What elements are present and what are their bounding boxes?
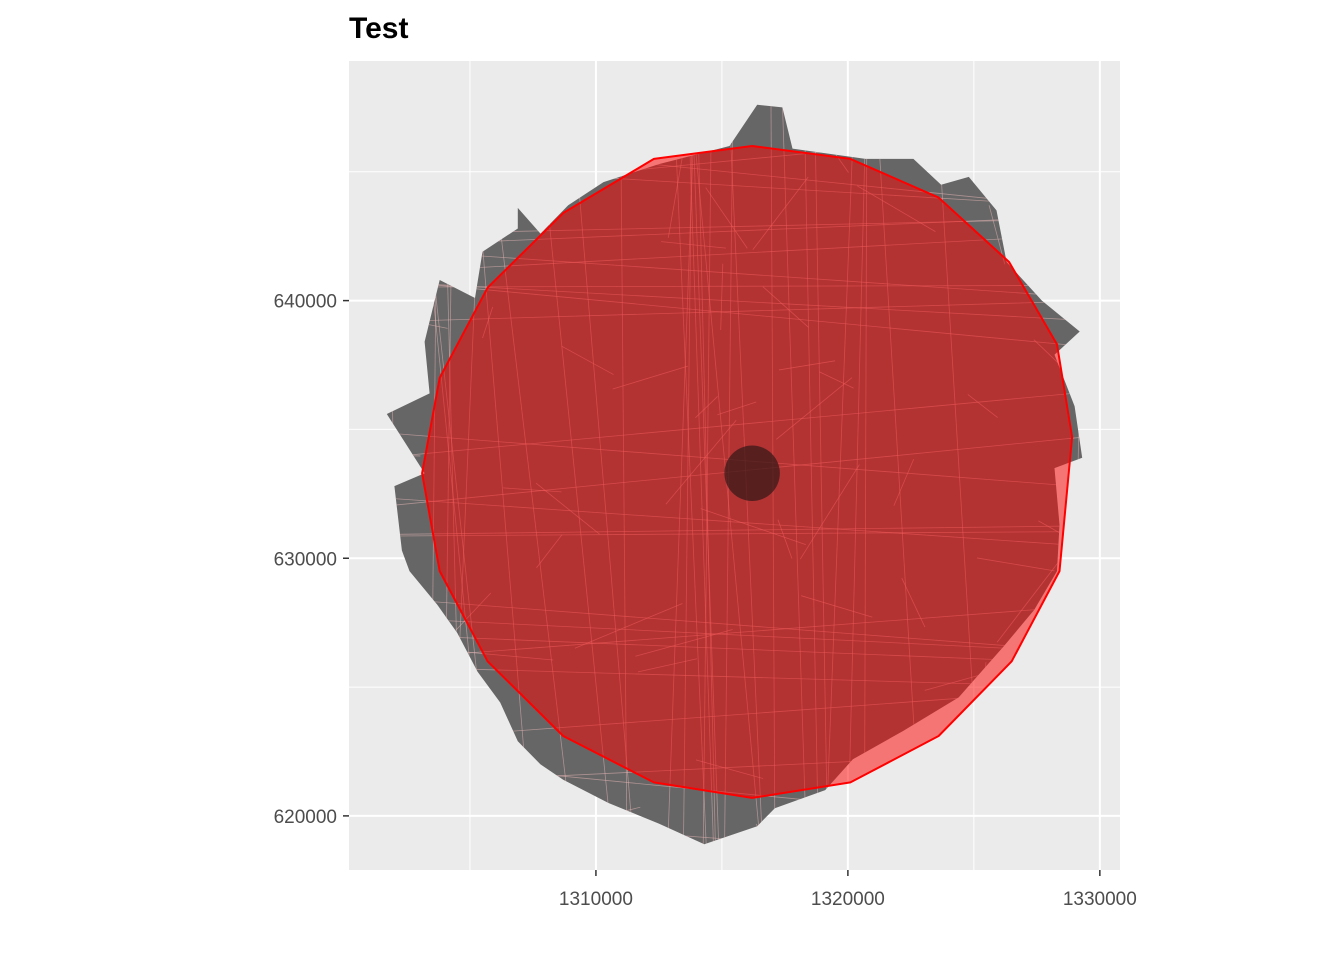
chart-title: Test [349, 12, 409, 45]
axes: 1310000 1320000 1330000 620000 630000 640000 [274, 292, 1137, 910]
y-tick-label: 630000 [274, 549, 337, 570]
center-point [724, 445, 780, 501]
y-tick-label: 620000 [274, 807, 337, 828]
x-tick-label: 1320000 [811, 889, 885, 910]
x-tick-label: 1330000 [1063, 889, 1137, 910]
x-tick-label: 1310000 [559, 889, 633, 910]
y-tick-label: 640000 [274, 292, 337, 313]
